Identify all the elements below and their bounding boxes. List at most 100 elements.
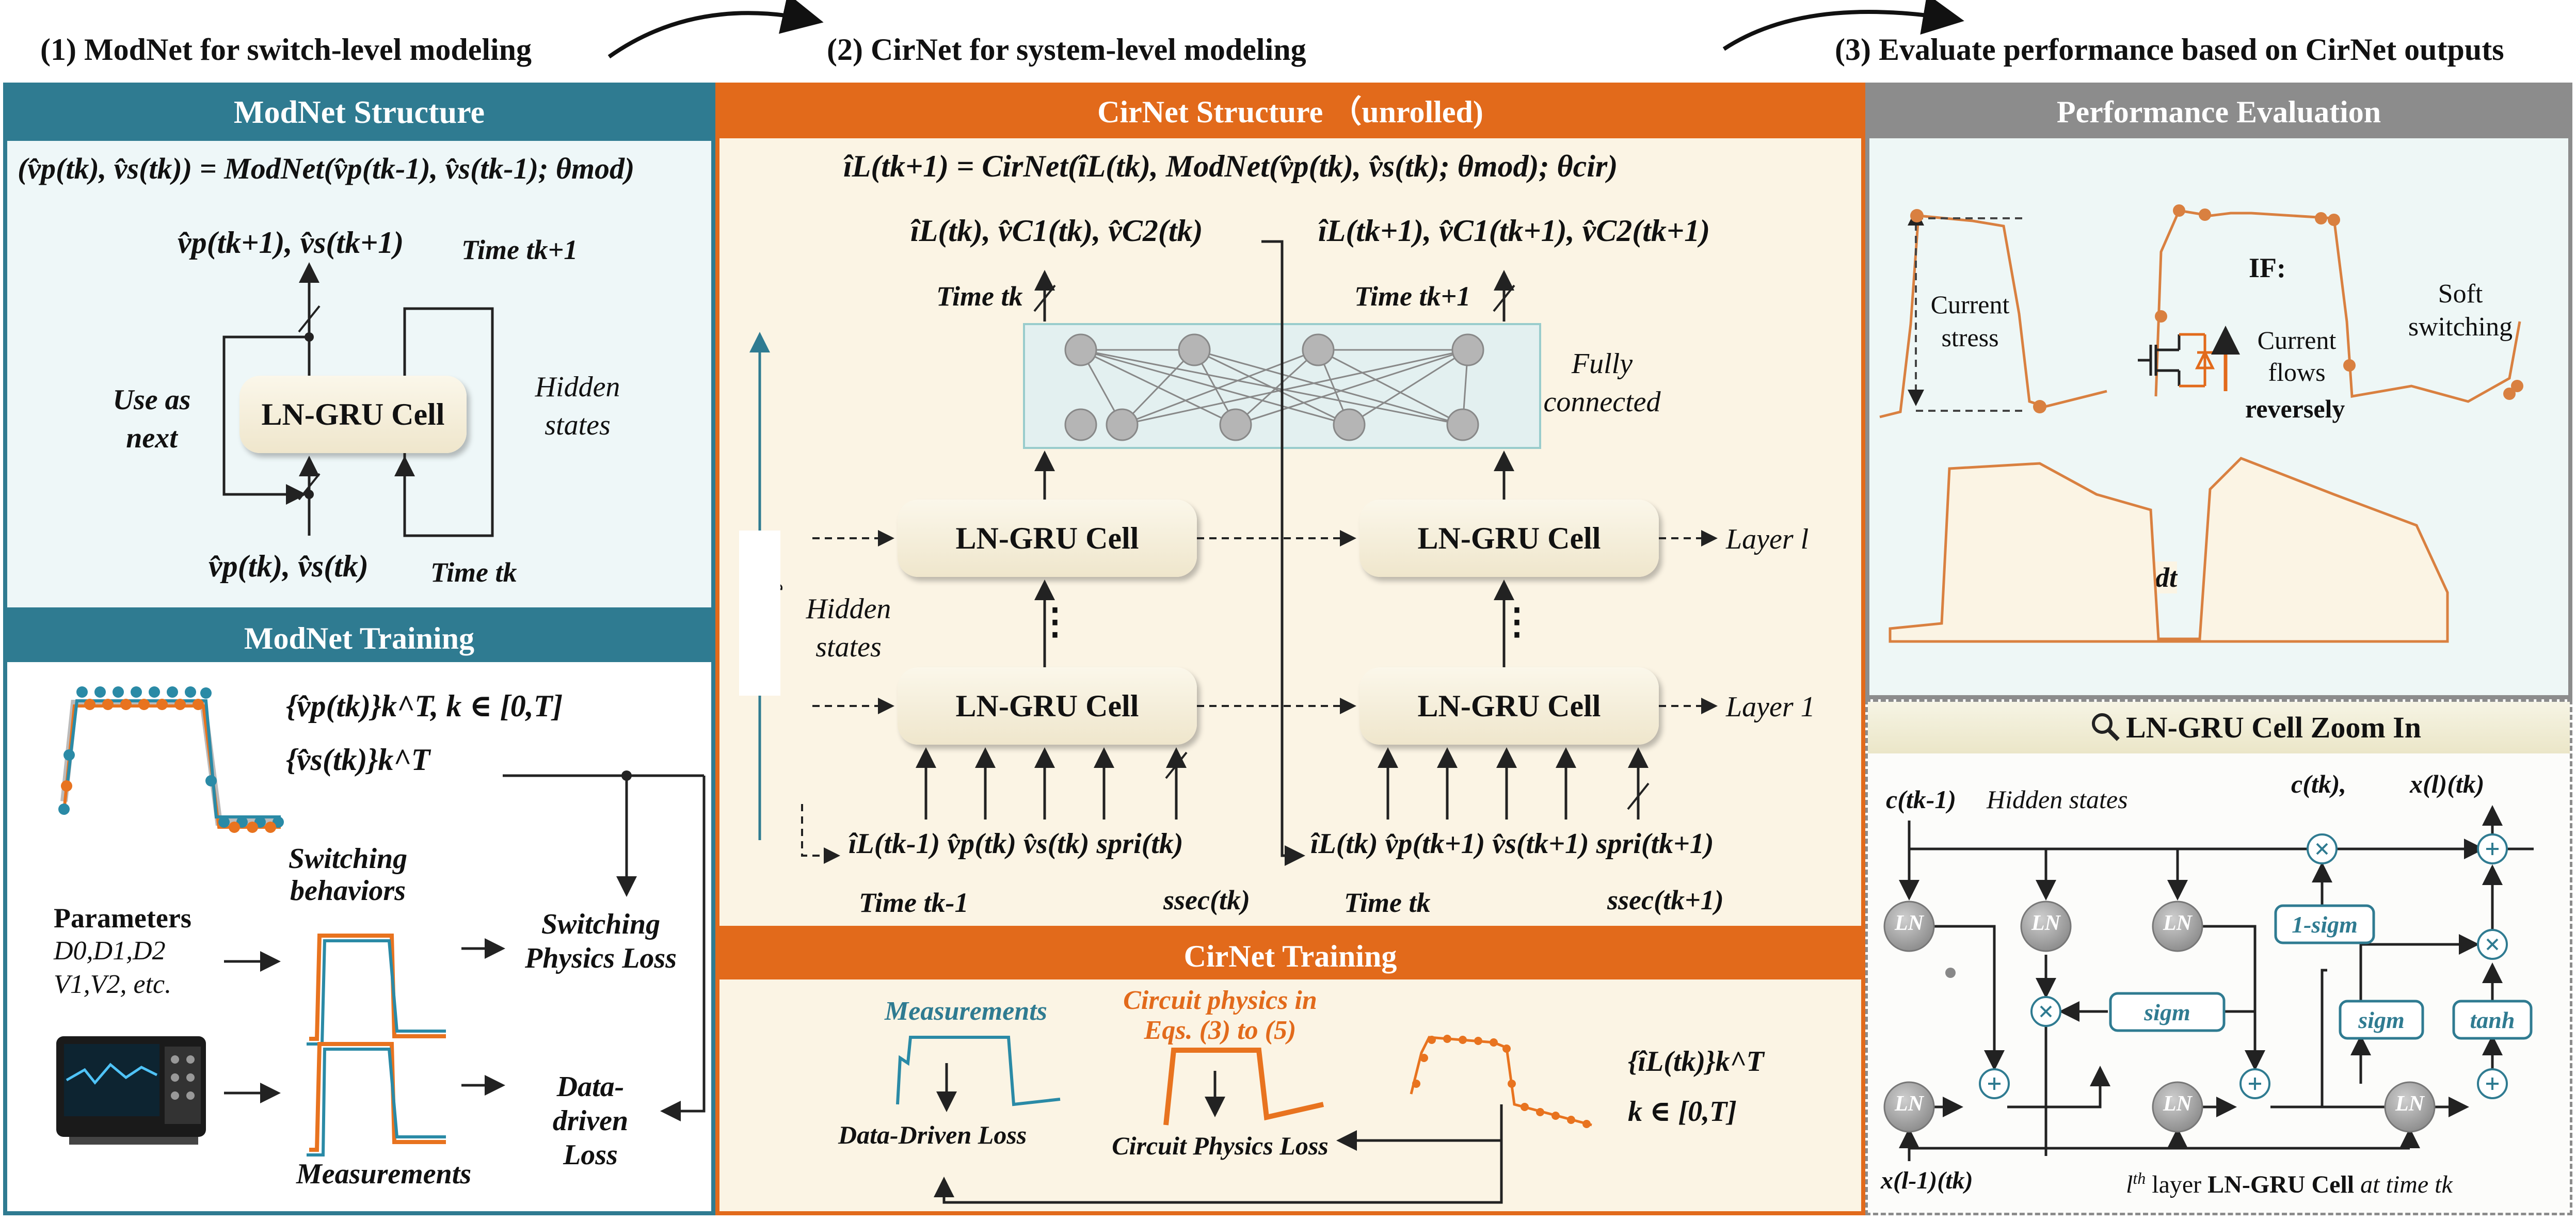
zoom-x-out: x(l)(tk) <box>2410 769 2485 798</box>
zoom-ln-6: LN <box>2395 1092 2424 1116</box>
cirnet-layer-1: Layer 1 <box>1726 691 1815 723</box>
cirnet-structure-title: CirNet Structure （unrolled) <box>719 87 1861 138</box>
modnet-set-vp: {v̂p(tk)}k^T, k ∈ [0,T] <box>286 689 563 723</box>
cirnet-training-panel: CirNet Training Measurements Circuit phy… <box>715 930 1865 1215</box>
zoom-ln-1: LN <box>1895 911 1924 935</box>
step-arrows <box>607 0 1964 59</box>
modnet-lngru-cell: LN-GRU Cell <box>239 376 467 453</box>
performance-title: Performance Evaluation <box>1869 87 2568 138</box>
cirnet-fully-connected: Fully connected <box>1543 348 1661 418</box>
cirnet-time-in-left: Time tk-1 <box>859 887 969 918</box>
cirnet-in-left-sec: ssec(tk) <box>1163 885 1250 915</box>
zoom-ln-3: LN <box>2163 911 2192 935</box>
zoom-title: LN-GRU Cell Zoom In <box>2126 711 2421 744</box>
step3-title: (3) Evaluate performance based on CirNet… <box>1835 33 2504 67</box>
ln-nodes <box>1883 901 2436 1133</box>
modnet-structure-title: ModNet Structure <box>7 87 711 141</box>
cirnet-out-left: îL(tk), v̂C1(tk), v̂C2(tk) <box>910 214 1203 248</box>
cirnet-time-k1: Time tk+1 <box>1354 281 1471 312</box>
cirnet-in-right: îL(tk) v̂p(tk+1) v̂s(tk+1) spri(tk+1) <box>1310 828 1714 860</box>
cirnet-circuit-physics: Circuit physics in Eqs. (3) to (5) <box>1123 986 1317 1045</box>
cirnet-cell-layer-l-right: LN-GRU Cell <box>1359 500 1659 577</box>
measurement-waveform <box>307 1042 446 1156</box>
zoom-caption: lth layer LN-GRU Cell at time tk <box>2126 1169 2453 1198</box>
mosfet-icon <box>2138 333 2215 388</box>
cirnet-in-left: îL(tk-1) v̂p(tk) v̂s(tk) spri(tk) <box>849 828 1183 860</box>
step1-to-step2-arrow <box>607 0 824 59</box>
conduction-loss-waveform <box>1889 457 2449 643</box>
modnet-switching-behaviors: Switching behaviors <box>288 843 408 907</box>
zoom-one-minus-sigm: 1-sigm <box>2292 911 2358 938</box>
cirnet-time-k: Time tk <box>936 281 1023 312</box>
modnet-equation: (v̂p(tk), v̂s(tk)) = ModNet(v̂p(tk-1), v… <box>18 152 635 185</box>
current-stress-waveform <box>1879 209 2107 419</box>
modnet-parameters: Parameters <box>54 903 191 934</box>
cirnet-measurements: Measurements <box>885 997 1047 1026</box>
perf-reversely: reversely <box>2245 394 2345 423</box>
cirnet-equation: îL(tk+1) = CirNet(îL(tk), ModNet(v̂p(tk)… <box>843 149 1618 183</box>
perf-soft-switching: Soft switching <box>2408 279 2513 342</box>
zoom-x-in: x(l-1)(tk) <box>1881 1167 1973 1194</box>
zoom-ln-5: LN <box>2163 1092 2192 1116</box>
modnet-input-label: v̂p(tk), v̂s(tk) <box>209 549 369 583</box>
perf-if-label: IF: <box>2249 252 2286 283</box>
modnet-output-label: v̂p(tk+1), v̂s(tk+1) <box>178 226 404 260</box>
zoom-ln-2: LN <box>2031 911 2060 935</box>
perf-current-flows: Current flows <box>2257 326 2337 387</box>
modnet-param-list1: D0,D1,D2 <box>54 936 166 966</box>
cirnet-layer-l: Layer l <box>1726 523 1809 555</box>
modnet-training-title: ModNet Training <box>7 616 711 662</box>
modnet-measurements: Measurements <box>296 1158 472 1190</box>
performance-graphics <box>1879 204 2523 643</box>
modnet-param-list2: V1,V2, etc. <box>54 970 172 999</box>
modnet-use-as-next: Use as next <box>113 384 191 454</box>
zoom-header-bg <box>1868 702 2570 753</box>
step1-title: (1) ModNet for switch-level modeling <box>40 33 532 67</box>
zoom-tanh: tanh <box>2470 1007 2515 1033</box>
performance-panel: Performance Evaluation Current stress IF… <box>1865 83 2572 699</box>
perf-current-stress: Current stress <box>1930 290 2010 352</box>
measured-waveform <box>896 1036 1061 1106</box>
cirnet-hidden-states: Hidden states <box>806 593 891 663</box>
zoom-sigm-left: sigm <box>2144 999 2190 1025</box>
cirnet-in-right-sec: ssec(tk+1) <box>1607 885 1724 915</box>
zoom-ln-4: LN <box>1895 1092 1924 1116</box>
modnet-switching-loss: Switching Physics Loss <box>525 908 677 974</box>
magnifier-icon <box>2090 711 2121 742</box>
cirnet-ellipsis-left: ⋮ <box>1037 602 1073 642</box>
zoom-hidden-states: Hidden states <box>1987 785 2128 814</box>
zoom-graphics <box>1883 805 2534 1161</box>
cirnet-cell-layer-l-left: LN-GRU Cell <box>898 500 1197 577</box>
cirnet-training-graphics <box>896 1035 1592 1204</box>
modnet-training-graphics <box>56 686 706 1156</box>
step2-title: (2) CirNet for system-level modeling <box>827 33 1306 67</box>
soft-switching-waveform <box>2154 204 2523 403</box>
operator-nodes <box>1979 833 2508 1099</box>
simulated-waveform <box>307 934 446 1046</box>
zoom-sigm-right: sigm <box>2358 1007 2405 1033</box>
zoom-c-now: c(tk), <box>2291 769 2346 798</box>
cirnet-set-il: {îL(tk)}k^T <box>1628 1046 1764 1078</box>
zoom-c-prev: c(tk-1) <box>1886 785 1957 814</box>
cirnet-cell-layer-1-right: LN-GRU Cell <box>1359 667 1659 745</box>
cirnet-time-in-right: Time tk <box>1344 887 1431 918</box>
cirnet-circuit-physics-loss: Circuit Physics Loss <box>1112 1131 1329 1160</box>
step2-to-step3-arrow <box>1722 0 1964 51</box>
cirnet-structure-lines <box>739 240 1718 866</box>
modnet-hidden-states: Hidden states <box>535 371 620 441</box>
cirnet-k-range: k ∈ [0,T] <box>1628 1096 1737 1128</box>
predicted-waveform <box>1410 1035 1592 1128</box>
modnet-time-now: Time tk <box>430 557 517 588</box>
cirnet-training-title: CirNet Training <box>719 934 1861 979</box>
modnet-structure-panel: ModNet Structure (v̂p(tk), v̂s(tk)) = Mo… <box>3 83 715 612</box>
cirnet-out-right: îL(tk+1), v̂C1(tk+1), v̂C2(tk+1) <box>1318 214 1710 248</box>
modnet-training-panel: ModNet Training {v̂p(tk)}k^T, k ∈ [0,T] … <box>3 612 715 1215</box>
cirnet-data-driven-loss: Data-Driven Loss <box>838 1120 1027 1149</box>
cirnet-cell-layer-1-left: LN-GRU Cell <box>898 667 1197 745</box>
zoom-panel: LN-GRU Cell Zoom In c(tk-1) Hidden state… <box>1865 699 2572 1215</box>
modnet-set-vs: {v̂s(tk)}k^T <box>286 743 430 777</box>
modnet-time-next: Time tk+1 <box>461 234 578 265</box>
modnet-data-loss: Data-driven Loss <box>552 1071 629 1171</box>
oscilloscope-icon <box>56 1036 206 1145</box>
physics-waveform <box>1163 1048 1324 1126</box>
